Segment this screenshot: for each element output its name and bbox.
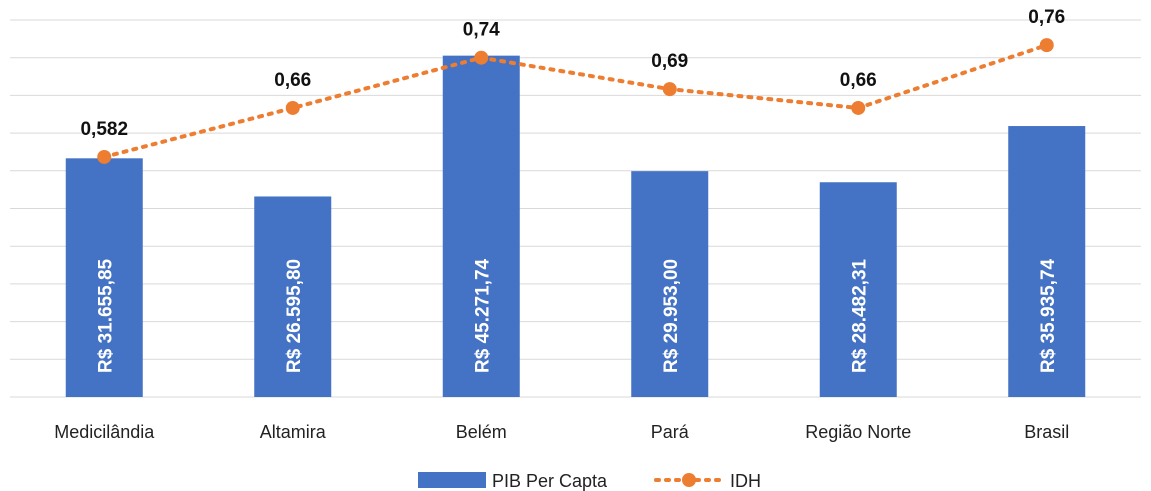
bar-value-labels: R$ 31.655,85 R$ 26.595,80 R$ 45.271,74 R$ 2… [95,258,1059,373]
idh-marker [474,50,489,65]
bar [65,158,143,397]
idh-marker [851,100,866,115]
bar [254,196,332,397]
bar [631,171,709,397]
idh-line [102,43,1049,159]
legend-swatch-pib [418,472,486,488]
bar-value-label: R$ 29.953,00 [661,259,682,373]
category-label: Medicilândia [54,422,155,442]
idh-marker [1039,38,1054,53]
line-series-idh [97,38,1054,164]
category-label: Pará [651,422,690,442]
bar-value-label: R$ 26.595,80 [284,259,305,373]
legend-marker-idh [682,473,696,487]
idh-marker [97,149,112,164]
category-label: Belém [456,422,507,442]
bar [819,182,897,397]
category-label: Região Norte [805,422,911,442]
idh-value-label: 0,76 [1028,7,1065,28]
bar [442,55,520,397]
idh-value-label: 0,582 [80,119,128,140]
idh-value-label: 0,69 [651,51,688,72]
legend: PIB Per Capta IDH [418,471,761,491]
idh-value-label: 0,66 [840,70,877,91]
bar-value-label: R$ 35.935,74 [1038,258,1059,373]
category-label: Altamira [260,422,327,442]
idh-value-label: 0,66 [274,70,311,91]
bar-value-label: R$ 31.655,85 [95,258,116,373]
gridlines [10,19,1141,398]
category-label: Brasil [1024,422,1069,442]
idh-marker [285,100,300,115]
bar-value-label: R$ 28.482,31 [849,258,870,373]
bar [1008,126,1086,397]
idh-marker [662,82,677,97]
idh-value-labels: 0,582 0,66 0,74 0,69 0,66 0,76 [80,7,1065,140]
category-axis-labels: Medicilândia Altamira Belém Pará Região Nort… [54,422,1069,442]
legend-label-idh: IDH [730,471,761,491]
bar-value-label: R$ 45.271,74 [472,258,493,373]
legend-label-pib: PIB Per Capta [492,471,608,491]
bar-series-pib [65,55,1086,397]
idh-value-label: 0,74 [463,20,500,41]
